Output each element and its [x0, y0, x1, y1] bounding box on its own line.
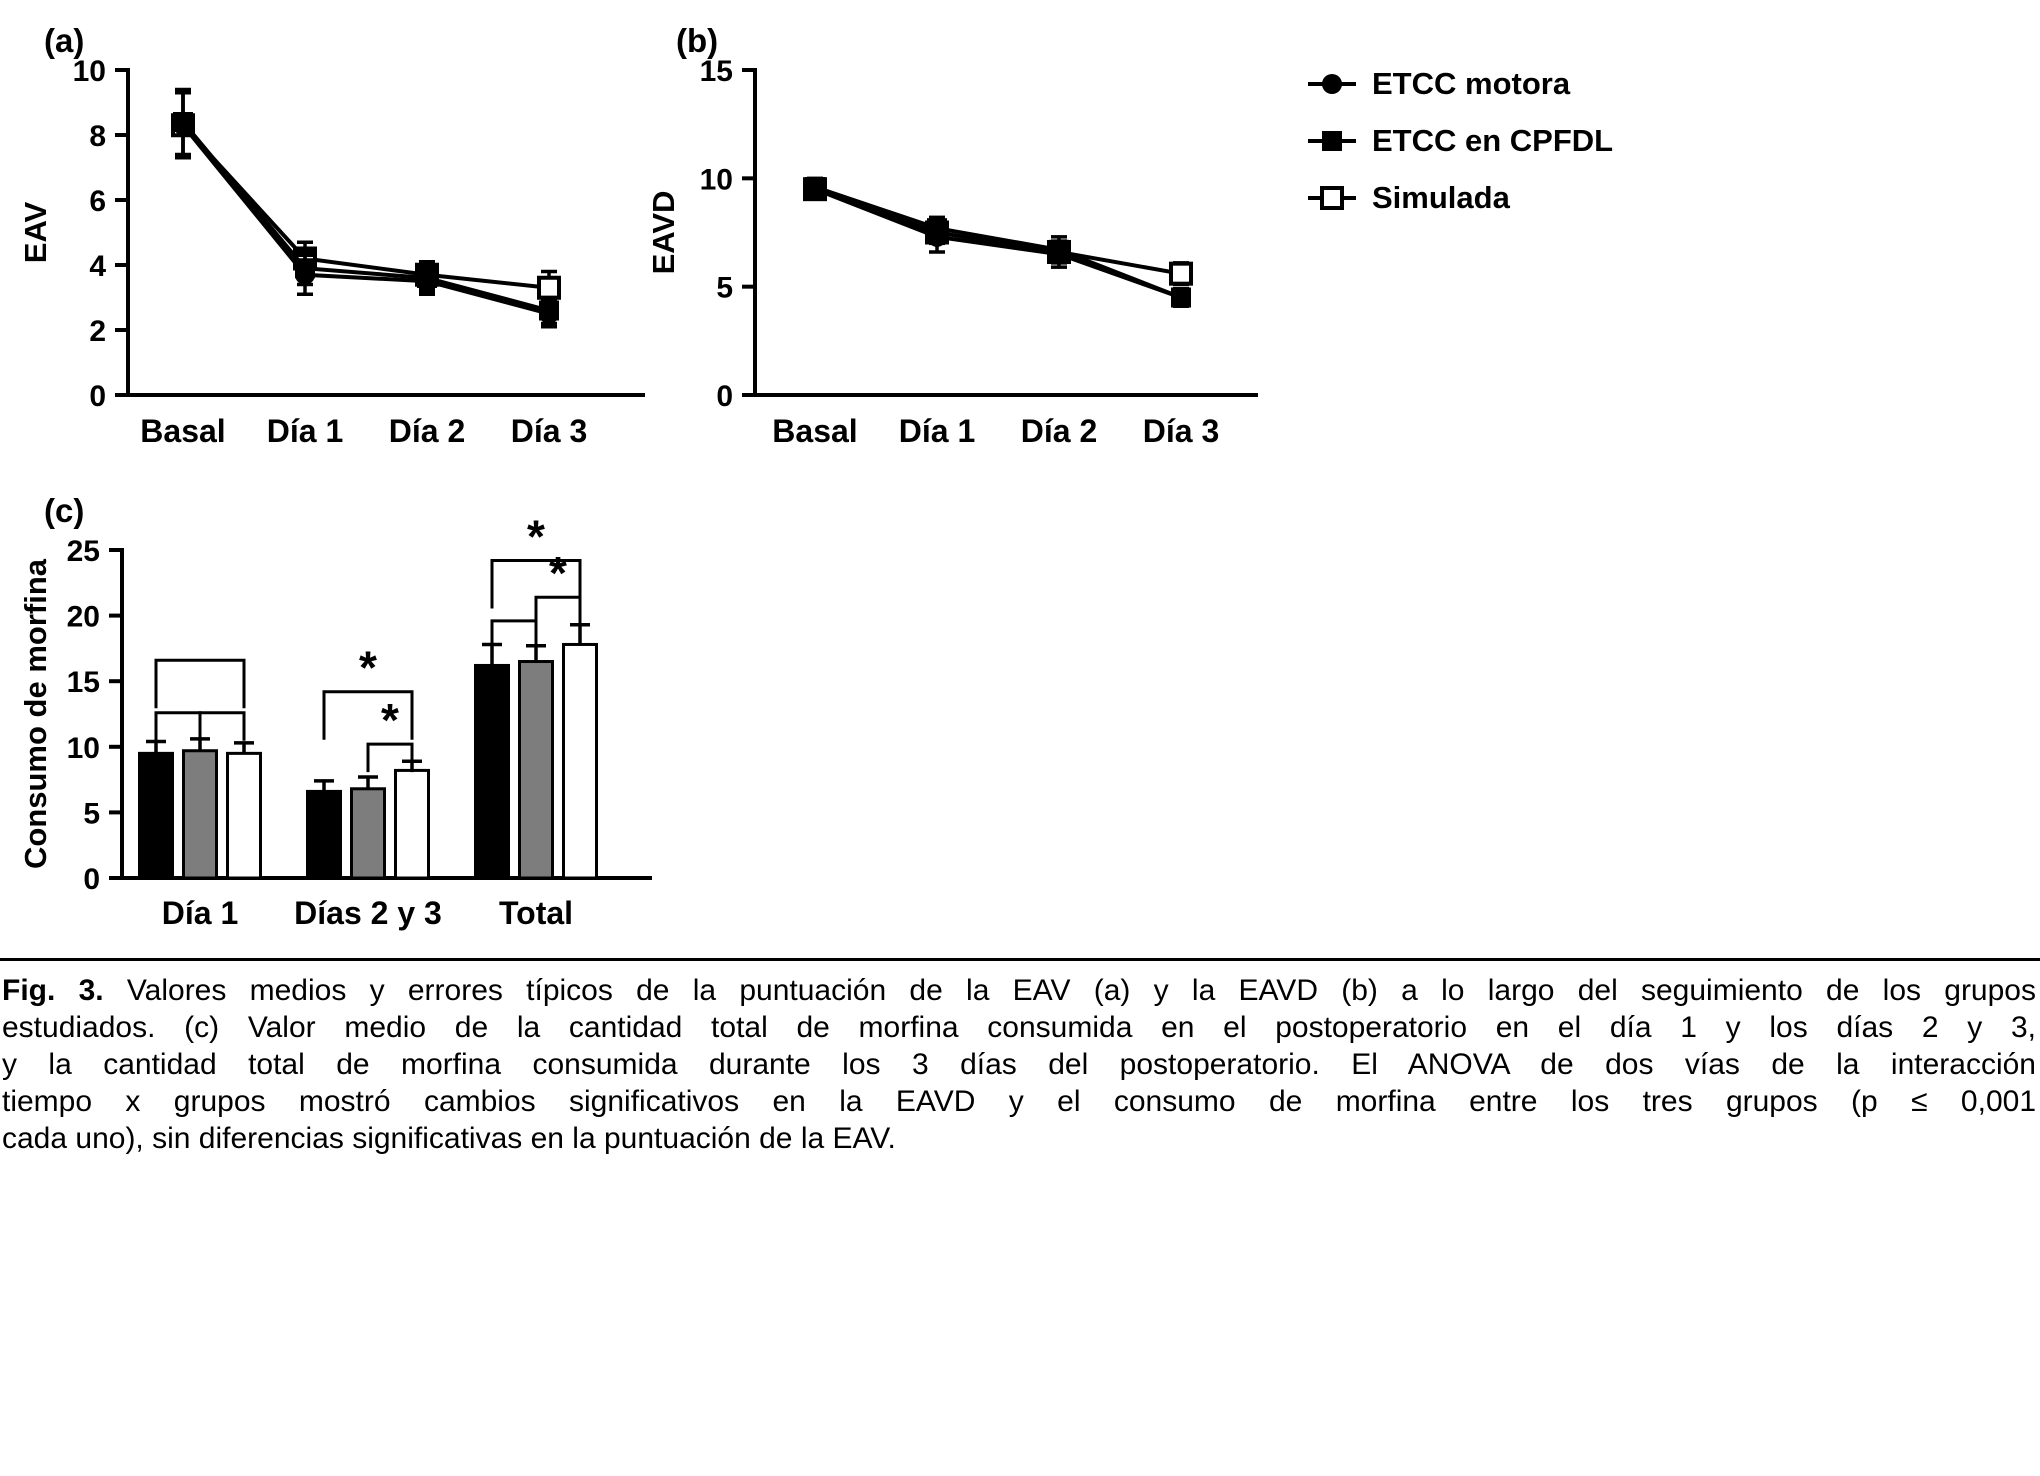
legend-item-label: Simulada [1372, 180, 1510, 215]
bar [562, 642, 598, 880]
bar [182, 749, 218, 880]
open-square-legend-icon [1308, 186, 1356, 210]
bar [226, 751, 262, 880]
y-tick-label: 20 [67, 601, 100, 634]
legend-item: ETCC motora [1308, 66, 1613, 102]
y-axis-label: EAVD [646, 191, 681, 275]
series-line [181, 120, 550, 313]
bar [350, 787, 386, 880]
filled-circle-legend-icon [1308, 74, 1356, 94]
bar [306, 789, 342, 880]
significance-star: * [381, 694, 399, 746]
marker-filled-circle [539, 303, 559, 324]
marker-open-square [1169, 261, 1193, 286]
y-tick-label: 0 [83, 863, 100, 896]
marker-filled-circle [417, 271, 437, 292]
significance-star: * [549, 547, 567, 599]
significance-bracket [490, 558, 582, 609]
significance-star: * [359, 642, 377, 694]
y-tick-label: 8 [89, 120, 106, 153]
filled-circle-icon [1322, 74, 1342, 94]
x-category-label: Día 2 [1021, 413, 1097, 449]
x-category-label: Día 2 [389, 413, 465, 449]
significance-bracket [154, 658, 246, 709]
bar [474, 663, 510, 880]
x-category-label: Día 3 [511, 413, 587, 449]
chart-b-eavd-line: 0 5 10 15 EAVD Basal Día 1 Día 2 Día 3 [646, 55, 1258, 449]
significance-bracket [490, 619, 538, 649]
y-axis-label: EAV [18, 201, 53, 263]
marker-filled-circle [173, 115, 193, 136]
significance-bracket [366, 742, 414, 773]
y-tick-label: 10 [73, 55, 106, 88]
caption-line: estudiados. (c) Valor medio de la cantid… [2, 1011, 2036, 1044]
y-tick-label: 25 [67, 535, 100, 568]
filled-square-icon [1322, 131, 1342, 151]
figure-caption: Fig. 3. Valores medios y errores típicos… [2, 972, 2036, 1157]
series-line [181, 123, 550, 316]
open-square-icon [1320, 186, 1344, 210]
legend: ETCC motora ETCC en CPFDL Simulada [1308, 66, 1613, 237]
x-category-label: Día 1 [162, 895, 238, 931]
series-line [814, 185, 1182, 300]
x-category-label: Día 1 [267, 413, 343, 449]
panel-b-label: (b) [676, 22, 719, 59]
significance-bracket [154, 711, 202, 741]
x-category-label: Día 1 [899, 413, 975, 449]
marker-filled-circle [927, 226, 947, 247]
series-line [181, 123, 550, 290]
y-tick-label: 5 [716, 272, 733, 305]
x-category-label: Basal [772, 413, 857, 449]
caption-figure-number: Fig. 3. [2, 974, 104, 1007]
y-tick-label: 0 [716, 380, 733, 413]
significance-bracket [322, 690, 414, 740]
y-tick-label: 10 [700, 163, 733, 196]
legend-item: ETCC en CPFDL [1308, 123, 1613, 159]
caption-line: Fig. 3. Valores medios y errores típicos… [2, 974, 2036, 1007]
x-category-label: Días 2 y 3 [294, 895, 442, 931]
y-tick-label: 4 [89, 250, 106, 283]
series-line [814, 187, 1182, 300]
chart-a-eav-line: 0 2 4 6 8 10 EAV Basal Día 1 Día 2 Día 3 [18, 55, 645, 449]
marker-filled-circle [295, 264, 315, 285]
legend-item: Simulada [1308, 180, 1613, 216]
y-axis-label: Consumo de morfina [18, 558, 53, 869]
legend-item-label: ETCC en CPFDL [1372, 123, 1614, 158]
significance-bracket [198, 711, 246, 741]
caption-line: tiempo x grupos mostró cambios significa… [2, 1085, 2036, 1118]
bar [394, 768, 430, 880]
caption-divider [0, 958, 2040, 961]
bar [138, 751, 174, 880]
y-tick-label: 2 [89, 315, 106, 348]
panel-c-label: (c) [44, 492, 85, 529]
y-tick-label: 15 [700, 55, 733, 88]
marker-open-square [537, 275, 561, 300]
caption-line: cada uno), sin diferencias significativa… [2, 1122, 896, 1155]
legend-item-label: ETCC motora [1372, 66, 1571, 101]
marker-filled-circle [1171, 287, 1191, 308]
marker-filled-circle [1049, 244, 1069, 265]
marker-filled-circle [805, 179, 825, 200]
y-tick-label: 0 [89, 380, 106, 413]
y-tick-label: 5 [83, 797, 100, 830]
panel-a-label: (a) [44, 22, 85, 59]
x-category-label: Día 3 [1143, 413, 1219, 449]
y-tick-label: 10 [67, 732, 100, 765]
bar [518, 660, 554, 880]
chart-c-morphine-bar: 0 5 10 15 20 25 Consumo de morfina Día 1 Días 2 … [18, 510, 652, 931]
series-line [814, 187, 1182, 276]
x-category-label: Basal [140, 413, 225, 449]
significance-star: * [527, 510, 545, 562]
caption-line: y la cantidad total de morfina consumida… [2, 1048, 2036, 1081]
y-tick-label: 6 [89, 185, 106, 218]
filled-square-legend-icon [1308, 131, 1356, 151]
significance-bracket [534, 595, 582, 626]
y-tick-label: 15 [67, 666, 100, 699]
x-category-label: Total [499, 895, 573, 931]
